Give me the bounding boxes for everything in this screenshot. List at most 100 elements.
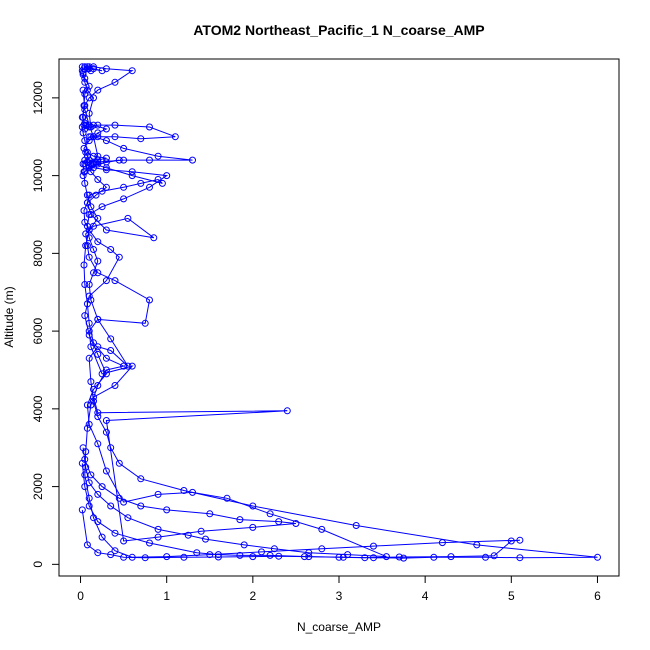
data-point: [335, 553, 343, 561]
data-point: [115, 494, 123, 502]
data-point: [516, 554, 524, 562]
data-point: [85, 82, 93, 90]
data-point: [85, 234, 93, 242]
data-point: [81, 102, 89, 110]
data-point: [249, 553, 257, 561]
data-point: [85, 191, 93, 199]
x-tick-label: 0: [77, 589, 84, 603]
data-point: [81, 106, 89, 113]
data-point: [90, 133, 97, 141]
data-point: [275, 552, 283, 560]
data-point: [102, 370, 110, 378]
data-point: [184, 531, 192, 539]
data-point: [507, 537, 515, 545]
data-point: [111, 382, 119, 389]
data-point: [87, 203, 95, 211]
data-point: [120, 498, 128, 506]
data-point: [85, 319, 93, 327]
data-point: [206, 510, 214, 518]
series-line-2: [81, 66, 598, 559]
data-point: [90, 121, 97, 129]
data-point: [83, 199, 91, 207]
data-point: [94, 176, 102, 183]
data-point: [81, 218, 89, 226]
data-point: [79, 86, 87, 94]
data-point: [90, 514, 97, 522]
data-point: [98, 483, 106, 491]
data-point: [111, 133, 119, 141]
data-point: [124, 214, 132, 222]
data-point: [81, 168, 89, 176]
data-point: [94, 121, 102, 129]
series-line-3: [81, 66, 296, 542]
data-point: [266, 510, 274, 518]
x-tick-label: 6: [594, 589, 601, 603]
data-point: [111, 121, 119, 129]
data-point: [128, 168, 136, 176]
data-point: [171, 133, 179, 141]
data-point: [137, 135, 145, 143]
data-point: [275, 518, 283, 526]
data-point: [107, 502, 115, 510]
data-point: [107, 246, 115, 253]
data-point: [81, 179, 89, 187]
y-axis-label: Altitude (m): [2, 286, 16, 347]
data-point: [82, 230, 90, 238]
data-point: [85, 479, 93, 487]
data-point: [189, 156, 196, 164]
data-point: [80, 207, 88, 215]
data-point: [128, 172, 136, 180]
data-point: [111, 277, 119, 285]
data-point: [361, 554, 369, 562]
data-markers: [78, 63, 601, 562]
data-point: [305, 553, 313, 561]
data-point: [81, 455, 89, 463]
y-tick-label: 2000: [31, 473, 45, 500]
data-point: [128, 67, 136, 75]
x-tick-label: 4: [422, 589, 429, 603]
data-point: [141, 319, 149, 327]
data-point: [85, 281, 93, 288]
data-point: [120, 362, 128, 370]
data-point: [83, 65, 91, 73]
data-point: [107, 335, 115, 343]
data-point: [78, 113, 86, 121]
data-point: [111, 547, 119, 555]
data-point: [137, 475, 145, 483]
data-point: [102, 183, 110, 191]
y-tick-label: 10000: [31, 159, 45, 193]
x-axis-label: N_coarse_AMP: [297, 620, 381, 634]
data-point: [85, 494, 93, 502]
data-point: [102, 354, 110, 362]
data-point: [382, 553, 390, 561]
data-point: [83, 424, 91, 432]
data-traces: [81, 66, 598, 559]
data-point: [81, 312, 89, 320]
data-point: [163, 506, 171, 514]
data-point: [202, 535, 209, 543]
data-point: [301, 553, 308, 561]
data-point: [94, 549, 102, 557]
data-point: [94, 156, 102, 164]
data-point: [83, 300, 91, 308]
x-tick-label: 1: [163, 589, 170, 603]
data-point: [83, 401, 91, 409]
data-point: [82, 463, 90, 471]
data-point: [370, 554, 377, 562]
data-point: [214, 551, 222, 559]
y-tick-label: 0: [31, 561, 45, 568]
data-point: [249, 523, 257, 531]
data-point: [120, 537, 128, 545]
data-point: [83, 152, 91, 160]
y-tick-label: 12000: [31, 81, 45, 115]
y-axis: 0 2000 4000 6000 8000 10000 12000: [31, 81, 60, 568]
data-point: [85, 226, 93, 234]
data-point: [154, 176, 162, 183]
data-point: [87, 67, 95, 75]
data-point: [370, 542, 377, 550]
data-point: [318, 545, 326, 553]
data-point: [128, 362, 136, 370]
data-point: [87, 378, 95, 386]
data-point: [90, 397, 97, 405]
